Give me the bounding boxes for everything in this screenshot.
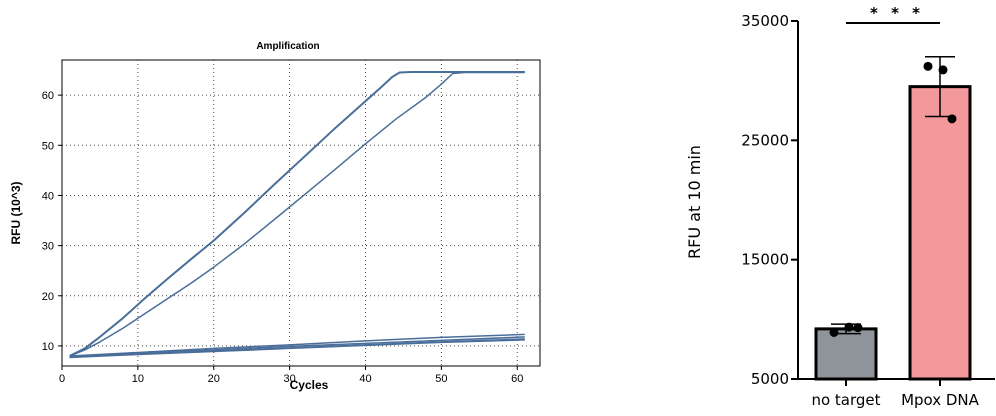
bar-y-tick-label: 35000 xyxy=(741,12,789,30)
amp-x-tick-label: 40 xyxy=(359,373,371,385)
amp-y-tick-label: 40 xyxy=(42,190,54,202)
data-point xyxy=(844,322,854,332)
rfu-bar-chart: 35000 25000 15000 5000 no target Mpox DNA * *… xyxy=(685,4,995,409)
amp-ticks: 0 10 20 30 40 50 60 10 20 30 40 50 60 xyxy=(42,90,524,385)
bar-no-target xyxy=(814,327,878,381)
amp-title: Amplification xyxy=(256,41,319,52)
amp-y-tick-label: 30 xyxy=(42,241,54,253)
bar-axes: 35000 25000 15000 5000 no target Mpox DNA xyxy=(741,12,995,409)
data-point xyxy=(938,65,948,75)
amp-series-line xyxy=(69,71,525,357)
bar-y-tick-label: 5000 xyxy=(751,370,789,388)
amp-x-tick-label: 30 xyxy=(283,373,295,385)
data-point xyxy=(923,61,933,71)
amp-x-tick-label: 20 xyxy=(208,373,220,385)
amp-y-tick-label: 20 xyxy=(42,291,54,303)
amp-y-tick-label: 60 xyxy=(42,90,54,102)
amp-y-axis-label: RFU (10^3) xyxy=(9,181,23,244)
amp-series-line xyxy=(69,339,525,359)
amp-grid xyxy=(62,60,540,366)
amp-x-tick-label: 50 xyxy=(435,373,447,385)
amp-series-line xyxy=(69,71,525,357)
data-point xyxy=(853,323,863,333)
amp-y-tick-label: 10 xyxy=(42,341,54,353)
bar-mpox-dna xyxy=(908,85,972,381)
amp-y-tick-label: 50 xyxy=(42,140,54,152)
data-point xyxy=(947,114,957,124)
amp-series-lines xyxy=(69,71,525,359)
bar-category-label: no target xyxy=(811,391,880,409)
amp-x-tick-label: 0 xyxy=(59,373,65,385)
significance-stars: * * * xyxy=(870,4,924,22)
bar-y-tick-label: 15000 xyxy=(741,251,789,269)
bar-category-label: Mpox DNA xyxy=(901,391,980,409)
bar-y-axis-label: RFU at 10 min xyxy=(685,145,704,259)
data-point xyxy=(829,327,839,337)
amp-x-axis-label: Cycles xyxy=(290,378,329,392)
amp-plot-frame xyxy=(61,59,541,367)
amp-x-tick-label: 60 xyxy=(511,373,523,385)
bar-y-tick-label: 25000 xyxy=(741,131,789,149)
amp-x-tick-label: 10 xyxy=(132,373,144,385)
bar-bars xyxy=(814,56,972,381)
amp-series-line xyxy=(69,333,525,357)
